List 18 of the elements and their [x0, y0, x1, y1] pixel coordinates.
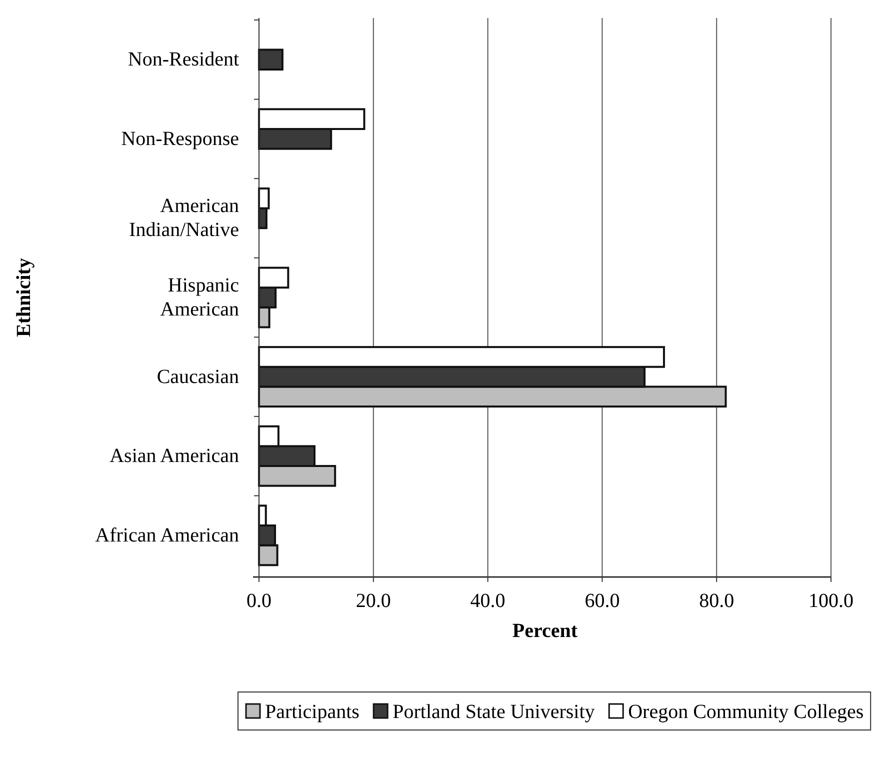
y-tick-label: African American: [95, 524, 239, 546]
legend-label: Participants: [265, 701, 360, 723]
x-tick-label: 20.0: [356, 590, 391, 612]
y-tick-label: Caucasian: [156, 366, 239, 388]
y-tick-label: Asian American: [110, 445, 239, 468]
y-tick-label: Non-Response: [121, 128, 240, 150]
x-tick-label: 40.0: [470, 590, 506, 612]
x-tick-label: 100.0: [808, 590, 854, 612]
y-tick-label: Non-Resident: [128, 48, 240, 71]
x-axis-title: Percent: [512, 620, 578, 642]
legend-label: Portland State University: [392, 701, 595, 723]
y-axis-title: Ethnicity: [13, 258, 35, 337]
x-tick-label: 60.0: [584, 590, 620, 612]
legend-label: Oregon Community Colleges: [628, 701, 864, 723]
y-tick-label: American Indian/Native: [129, 195, 240, 242]
x-tick-label: 0.0: [246, 590, 272, 612]
x-tick-label: 80.0: [699, 590, 734, 612]
y-tick-label: Hispanic American: [160, 274, 240, 320]
